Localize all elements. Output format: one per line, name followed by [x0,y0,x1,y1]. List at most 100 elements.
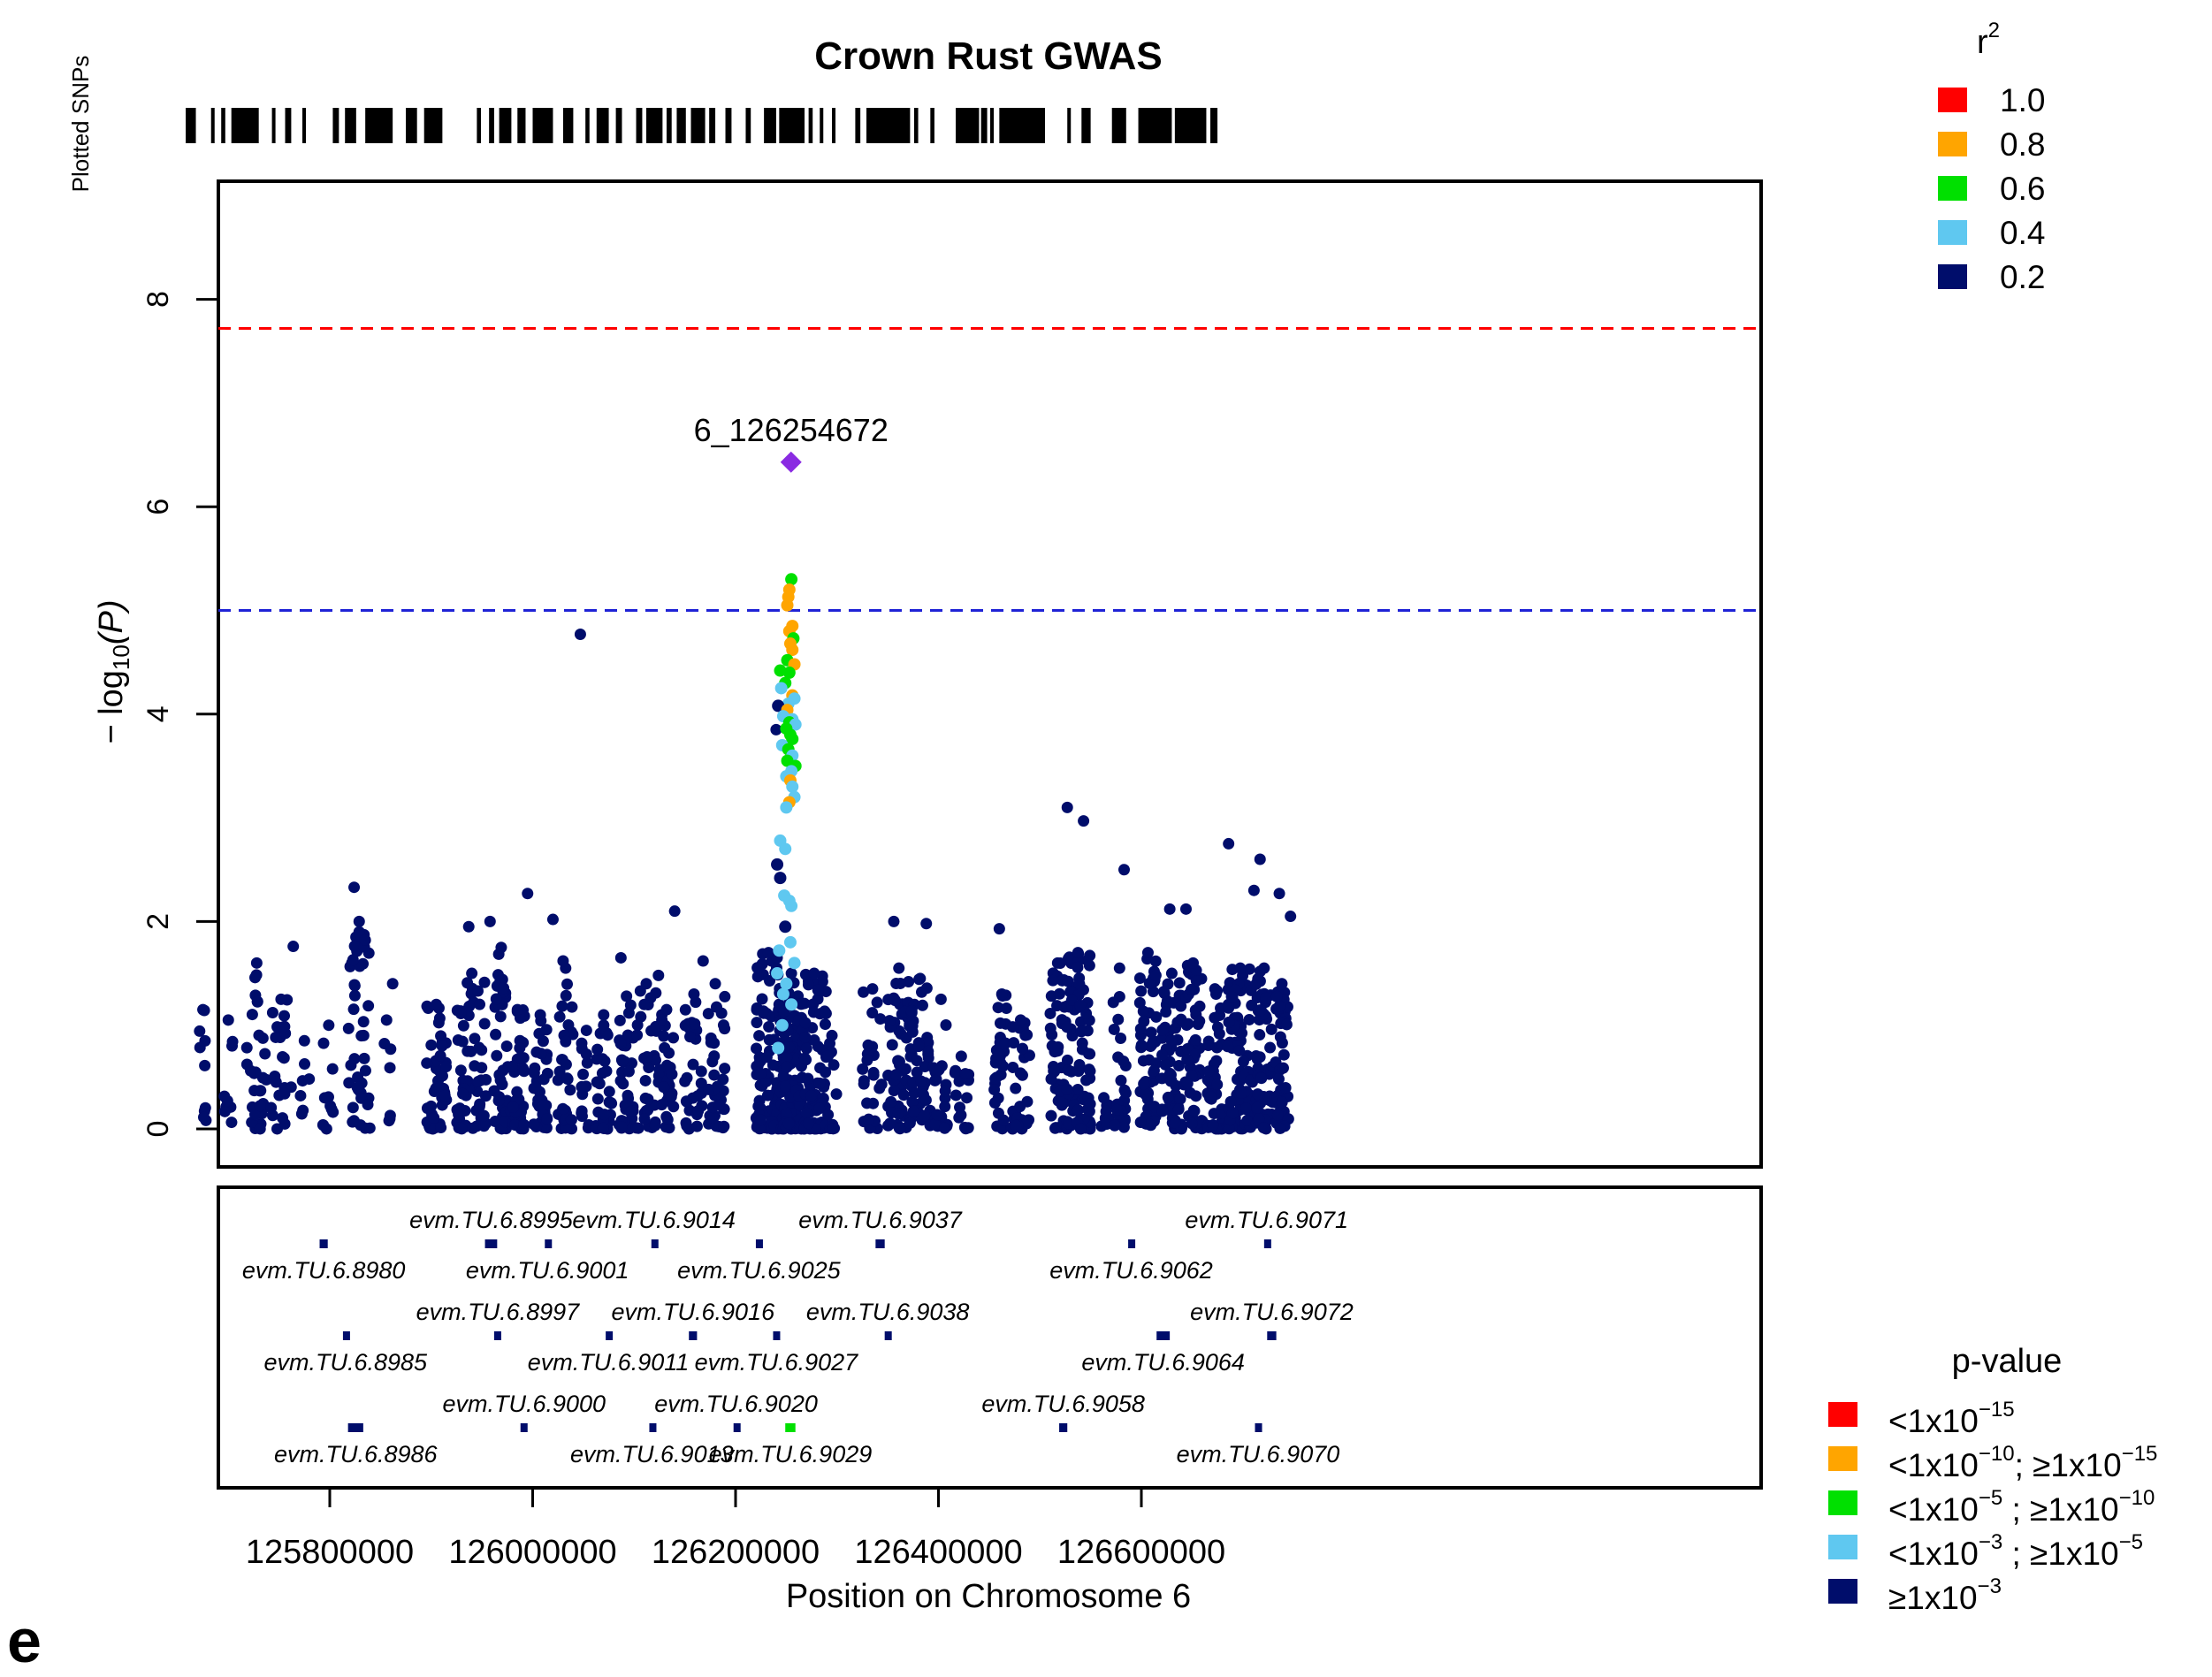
snp-point [820,1066,832,1079]
snp-point [434,1049,446,1062]
gene-mark [1267,1331,1277,1340]
snp-point [1163,903,1176,915]
snp-point [1222,1041,1234,1053]
snp-point [1080,1074,1093,1086]
snp-point [541,1113,553,1125]
snp-point [1234,962,1247,974]
snp-point [884,1117,896,1130]
snp-point [557,1102,569,1115]
snp-point [892,1108,904,1120]
snp-point [357,1016,370,1028]
snp-point [642,1093,654,1105]
snp-point [632,1122,645,1134]
snp-point [919,1094,932,1106]
snp-point [454,1008,467,1020]
rug-segment [271,108,276,143]
ld-snp-point [786,644,799,657]
snp-point [658,1030,670,1042]
snp-point [557,955,569,967]
pvalue-legend-exp-a: −10 [1979,1442,2015,1466]
snp-point [949,1067,961,1079]
rug-segment [808,108,813,143]
snp-point [892,1055,904,1067]
pvalue-legend-label: <1x10−3 ; ≥1x10−5 [1888,1530,2143,1572]
r2-legend-swatch [1938,132,1967,156]
gene-label: evm.TU.6.9058 [981,1391,1145,1417]
snp-point [318,1092,331,1104]
r2-legend-label: 0.2 [2000,259,2045,295]
rug-segment [221,108,225,143]
snp-point [199,1059,211,1071]
snp-point [767,1059,779,1071]
snp-point [1138,1078,1150,1090]
snp-point [353,915,365,927]
r2-legend-label: 1.0 [2000,82,2045,118]
snp-point [1157,986,1170,998]
x-tick-label: 126400000 [854,1534,1022,1571]
snp-point [1285,911,1297,923]
snp-point [622,1065,635,1078]
snp-point [820,1007,832,1019]
snp-point [226,1035,239,1048]
snp-point [754,1114,767,1126]
snp-point [1081,1103,1094,1116]
snp-point [1084,1065,1096,1078]
snp-point [638,998,651,1010]
snp-point [1175,1000,1187,1012]
r2-legend-swatch [1938,264,1967,289]
snp-point [1109,1119,1121,1132]
rug-segment [615,108,622,143]
gene-mark [733,1423,741,1432]
snp-point [278,1010,290,1022]
snp-point [827,1123,839,1135]
snp-point [270,1031,282,1043]
snp-point [345,1059,357,1071]
snp-point [710,1001,722,1013]
snp-point [897,1089,910,1101]
snp-point [665,1091,677,1103]
rug-segment [832,108,836,143]
y-axis: 0 2 4 6 8 [141,291,218,1137]
background-snp-points [194,628,1297,1135]
r2-legend-swatch [1938,88,1967,112]
ld-snp-point [771,967,784,980]
r2-legend-label: 0.4 [2000,215,2045,251]
snp-point [886,1039,898,1051]
snp-point [265,1101,278,1114]
snp-point [719,990,731,1002]
snp-point [754,1068,767,1080]
snp-point [1260,992,1272,1004]
snp-point [254,1085,266,1097]
rug-segment [562,108,574,143]
r2-legend-swatch [1938,176,1967,201]
snp-point [1135,985,1148,997]
snp-point [751,971,764,983]
rug-segment [1081,108,1091,143]
snp-point [440,1061,453,1073]
gene-mark [545,1239,553,1248]
x-axis: 125800000 126000000 126200000 126400000 1266… [246,1486,1225,1571]
y-tick-label: 6 [141,499,175,515]
snp-point [1072,947,1084,959]
pvalue-legend-label: <1x10−5 ; ≥1x10−10 [1888,1486,2155,1528]
snp-point [478,1018,491,1030]
snp-point [950,1089,962,1101]
gene-label: evm.TU.6.8986 [274,1441,439,1467]
snp-point [479,1090,492,1102]
r2-legend-title: r2 [1977,19,2000,61]
rug-segment [285,108,292,143]
snp-point [718,1120,730,1132]
rug-segment [596,108,609,143]
rug-segment [690,108,706,143]
snp-point [988,1096,1001,1109]
snp-point [522,888,534,900]
pvalue-legend-text-a: ≥1x10 [1888,1580,1978,1616]
snp-point [702,1008,714,1020]
snp-point [1065,994,1078,1006]
ld-snp-point [780,801,793,814]
snp-point [1247,884,1260,896]
snp-point [348,940,361,952]
snp-point [1135,1039,1148,1051]
snp-point [194,1041,206,1054]
